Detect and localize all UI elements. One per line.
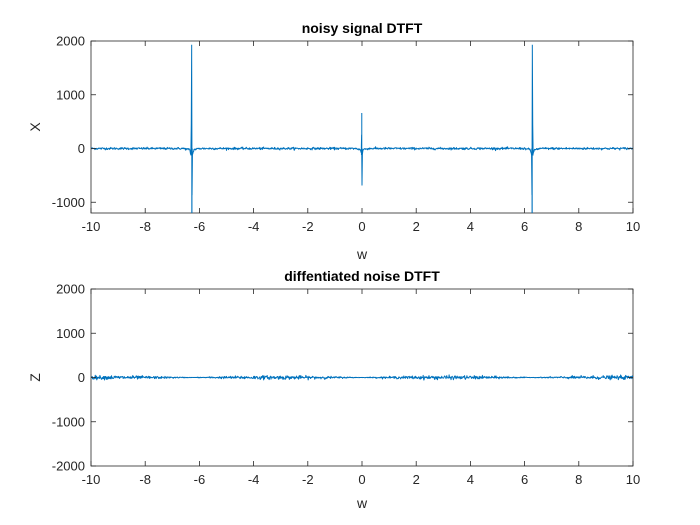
y-tick-label: 1000 — [56, 326, 85, 341]
axes-2: -10 -8 -6 -4 -2 0 2 4 6 8 10 -2000 -1000 0 1000 2000 dif… — [27, 268, 640, 511]
plot-title: noisy signal DTFT — [302, 20, 423, 36]
x-tick-label: 6 — [521, 219, 528, 234]
x-tick-label: -8 — [139, 472, 151, 487]
x-tick-label: 4 — [467, 472, 474, 487]
x-tick-label: -2 — [302, 219, 314, 234]
x-tick-label: 10 — [626, 472, 640, 487]
y-tick-label: 0 — [78, 370, 85, 385]
x-tick-label: -10 — [82, 472, 101, 487]
axes-1: -10 -8 -6 -4 -2 0 2 4 6 8 10 -1000 0 1000 2000 noisy si… — [27, 20, 640, 262]
y-axis-label: X — [27, 122, 43, 132]
y-axis-label: Z — [27, 373, 43, 382]
x-tick-label: -2 — [302, 472, 314, 487]
x-tick-label: -10 — [82, 219, 101, 234]
series-line — [91, 44, 633, 213]
y-tick-label: 1000 — [56, 87, 85, 102]
y-tick-label: 2000 — [56, 34, 85, 49]
x-axis-label: w — [356, 495, 368, 511]
x-tick-label: 6 — [521, 472, 528, 487]
x-tick-label: 0 — [358, 219, 365, 234]
x-tick-label: -6 — [194, 219, 206, 234]
y-tick-label: -2000 — [52, 459, 85, 474]
y-tick-label: -1000 — [52, 195, 85, 210]
x-tick-label: -6 — [194, 472, 206, 487]
x-tick-label: -4 — [248, 219, 260, 234]
x-axis-label: w — [356, 246, 368, 262]
x-tick-label: 0 — [358, 472, 365, 487]
x-tick-label: 2 — [413, 472, 420, 487]
series-line — [91, 374, 633, 381]
x-tick-label: 4 — [467, 219, 474, 234]
y-tick-label: -1000 — [52, 414, 85, 429]
y-tick-label: 2000 — [56, 282, 85, 297]
x-tick-label: 2 — [413, 219, 420, 234]
x-tick-label: 10 — [626, 219, 640, 234]
x-tick-label: -4 — [248, 472, 260, 487]
y-tick-label: 0 — [78, 141, 85, 156]
x-tick-label: 8 — [575, 472, 582, 487]
x-tick-label: 8 — [575, 219, 582, 234]
x-tick-label: -8 — [139, 219, 151, 234]
plot-title: diffentiated noise DTFT — [284, 268, 440, 284]
